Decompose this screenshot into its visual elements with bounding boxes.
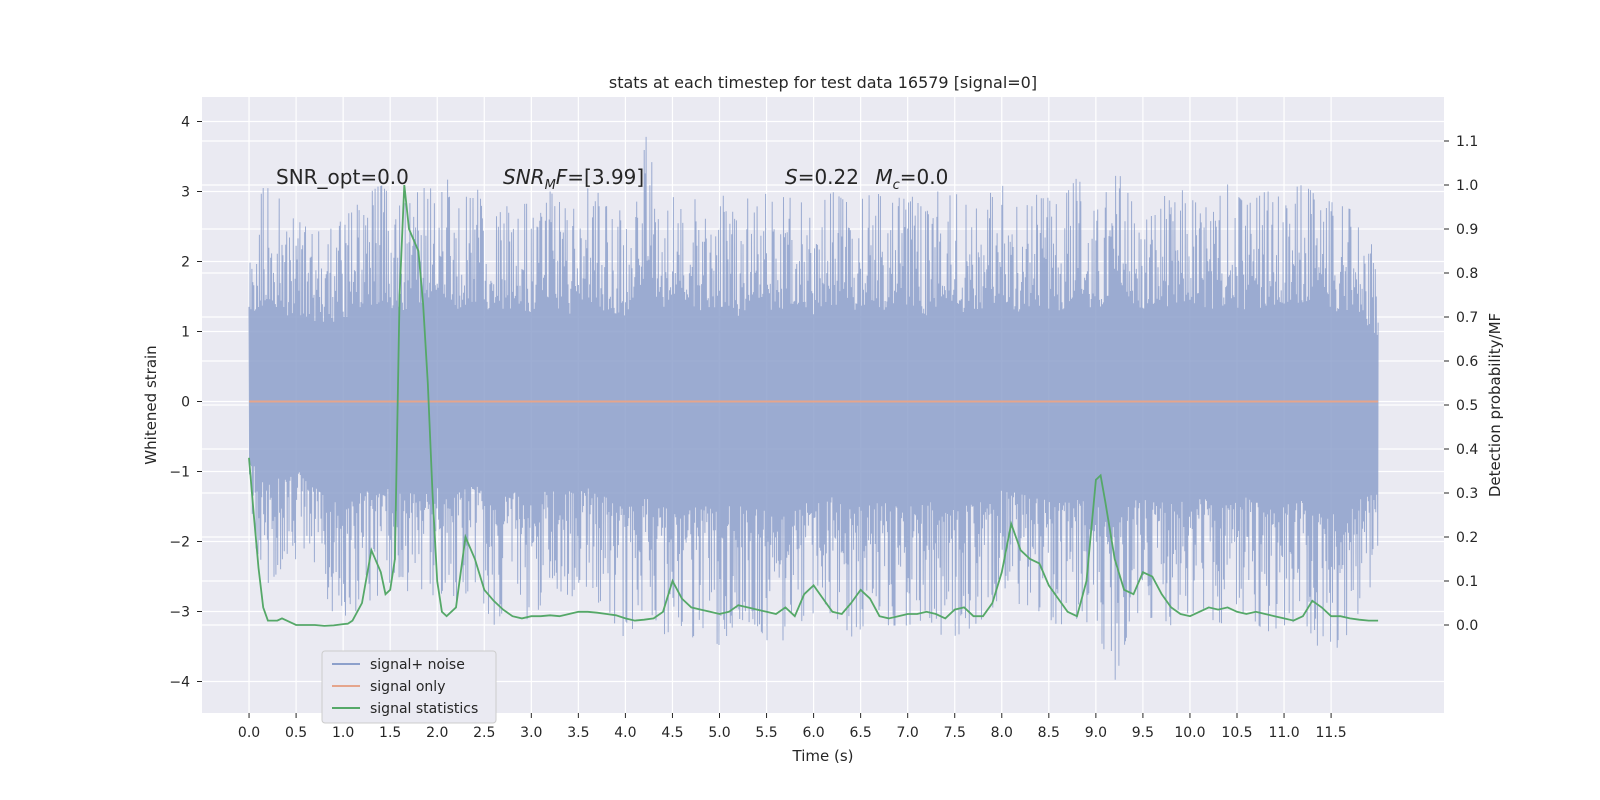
x-tick-label: 3.5 (567, 725, 589, 741)
x-tick-label: 11.5 (1316, 725, 1347, 741)
x-tick-label: 7.5 (944, 725, 966, 741)
right-y-axis-ticks: 0.0 0.1 0.2 0.3 0.4 0.5 0.6 0.7 0.8 0.9 1.0 1.1 (1444, 134, 1478, 634)
y-tick-label: −4 (169, 675, 190, 691)
right-y-tick-label: 0.7 (1456, 310, 1478, 326)
x-tick-label: 1.5 (379, 725, 401, 741)
snr-mf-annotation: SNRMF=[3.99] (503, 165, 644, 193)
x-tick-label: 3.0 (520, 725, 542, 741)
x-tick-label: 10.5 (1221, 725, 1252, 741)
x-tick-label: 11.0 (1268, 725, 1299, 741)
right-y-tick-label: 0.1 (1456, 574, 1478, 590)
y-tick-label: −2 (169, 535, 190, 551)
signal-noise-series (248, 136, 1379, 680)
x-tick-label: 5.0 (708, 725, 730, 741)
right-y-tick-label: 0.2 (1456, 530, 1478, 546)
right-y-tick-label: 0.5 (1456, 398, 1478, 414)
x-axis-label: Time (s) (792, 747, 854, 765)
right-y-tick-label: 0.6 (1456, 354, 1478, 370)
x-tick-label: 0.0 (238, 725, 260, 741)
x-tick-label: 0.5 (285, 725, 307, 741)
right-y-tick-label: 0.3 (1456, 486, 1478, 502)
right-y-tick-label: 0.0 (1456, 618, 1478, 634)
chart-title: stats at each timestep for test data 165… (609, 73, 1037, 92)
s-mc-annotation: S=0.22 Mc=0.0 (785, 165, 948, 193)
y-tick-label: 3 (181, 185, 190, 201)
x-tick-label: 8.0 (991, 725, 1013, 741)
x-tick-label: 4.5 (661, 725, 683, 741)
y-tick-label: 0 (181, 395, 190, 411)
x-tick-label: 5.5 (755, 725, 777, 741)
signal-statistics-series (248, 184, 1379, 627)
y-axis-ticks: −4 −3 −2 −1 0 1 2 3 4 (169, 115, 202, 691)
x-tick-label: 2.5 (473, 725, 495, 741)
y-tick-label: −3 (169, 605, 190, 621)
x-tick-label: 9.0 (1085, 725, 1107, 741)
legend: signal+ noise signal only signal statist… (321, 650, 497, 724)
x-tick-label: 6.0 (802, 725, 824, 741)
y-axis-label: Whitened strain (142, 345, 160, 464)
y-tick-label: −1 (169, 465, 190, 481)
right-y-tick-label: 1.1 (1456, 134, 1478, 150)
snr-opt-annotation: SNR_opt=0.0 (276, 165, 409, 189)
legend-label-signal-only: signal only (370, 679, 445, 695)
right-y-tick-label: 0.8 (1456, 266, 1478, 282)
x-tick-label: 6.5 (850, 725, 872, 741)
signal-noise-line (248, 136, 1379, 680)
y-tick-label: 2 (181, 255, 190, 271)
legend-label-signal-noise: signal+ noise (370, 657, 465, 673)
x-tick-label: 10.0 (1174, 725, 1205, 741)
legend-label-signal-statistics: signal statistics (370, 701, 478, 717)
right-y-tick-label: 0.9 (1456, 222, 1478, 238)
y-tick-label: 1 (181, 325, 190, 341)
x-tick-label: 4.0 (614, 725, 636, 741)
x-tick-label: 8.5 (1038, 725, 1060, 741)
x-tick-label: 2.0 (426, 725, 448, 741)
legend-box (321, 650, 497, 724)
right-y-axis-label: Detection probability/MF (1486, 313, 1504, 497)
right-y-tick-label: 1.0 (1456, 178, 1478, 194)
x-tick-label: 7.0 (897, 725, 919, 741)
right-y-tick-label: 0.4 (1456, 442, 1478, 458)
x-axis-ticks: 0.0 0.5 1.0 1.5 2.0 2.5 3.0 3.5 4.0 4.5 5.0 5.5 6.0 6… (238, 713, 1347, 741)
y-tick-label: 4 (181, 115, 190, 131)
signal-statistics-line (248, 184, 1379, 627)
x-tick-label: 9.5 (1132, 725, 1154, 741)
x-tick-label: 1.0 (332, 725, 354, 741)
